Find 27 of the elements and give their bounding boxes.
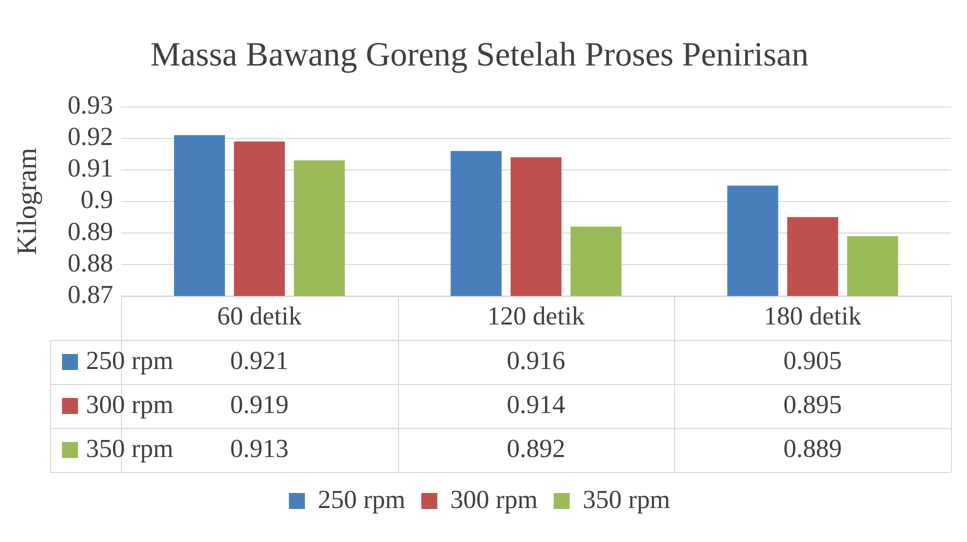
y-tick-label: 0.9 xyxy=(80,185,114,214)
data-label: 0.914 xyxy=(506,390,566,419)
text: 300 rpm xyxy=(86,390,174,419)
chart-title: Massa Bawang Goreng Setelah Proses Penirisan xyxy=(150,36,809,74)
data-label: 0.892 xyxy=(506,434,566,463)
x-tick-label: 120 detik xyxy=(487,301,585,330)
text: 350 rpm xyxy=(86,434,174,463)
data-label: 0.895 xyxy=(783,390,842,419)
text: 250 rpm xyxy=(86,346,174,375)
y-tick-label: 0.92 xyxy=(68,122,114,152)
y-tick-label: 0.93 xyxy=(68,90,114,120)
data-label: 0.921 xyxy=(230,346,289,375)
y-tick-label: 0.87 xyxy=(68,280,114,309)
x-tick-label: 180 detik xyxy=(764,301,862,330)
data-label: 0.905 xyxy=(783,346,842,375)
legend-label: 350 rpm xyxy=(582,484,670,514)
y-tick-label: 0.88 xyxy=(68,248,114,278)
data-label: 0.919 xyxy=(230,390,289,419)
legend-label: 250 rpm xyxy=(318,484,406,514)
data-label: 0.916 xyxy=(506,346,566,375)
legend-label: 300 rpm xyxy=(450,484,538,514)
data-label: 0.889 xyxy=(783,434,842,463)
y-tick-label: 0.91 xyxy=(68,154,114,183)
data-label: 0.913 xyxy=(230,434,289,463)
y-axis-title: Kilogram xyxy=(12,148,44,256)
x-tick-label: 60 detik xyxy=(217,301,302,330)
y-tick-label: 0.89 xyxy=(68,216,114,246)
